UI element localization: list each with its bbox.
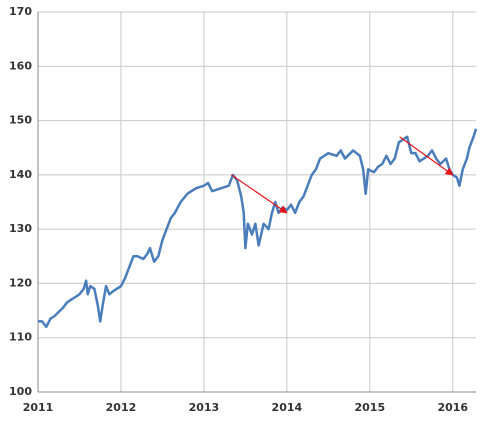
x-tick-label: 2012 [106, 401, 137, 414]
y-tick-label: 100 [9, 385, 32, 398]
annotation-arrow [230, 174, 288, 214]
y-tick-label: 140 [9, 168, 32, 181]
y-tick-label: 110 [9, 331, 32, 344]
annotation-arrow [399, 136, 454, 176]
x-tick-label: 2016 [437, 401, 468, 414]
y-tick-label: 130 [9, 222, 32, 235]
y-tick-label: 150 [9, 114, 32, 127]
x-tick-label: 2015 [355, 401, 386, 414]
y-tick-label: 160 [9, 59, 32, 72]
x-tick-label: 2014 [272, 401, 303, 414]
line-series [38, 128, 478, 329]
y-tick-label: 170 [9, 5, 32, 18]
x-tick-label: 2011 [23, 401, 54, 414]
y-tick-label: 120 [9, 276, 32, 289]
x-tick-label: 2013 [189, 401, 220, 414]
